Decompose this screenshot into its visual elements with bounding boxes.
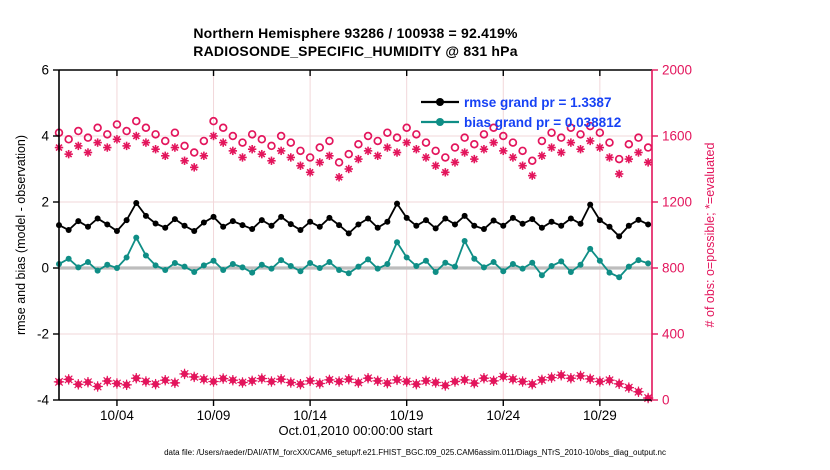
left-tick-label: -4 <box>37 393 49 408</box>
x-tick-label: 10/24 <box>486 408 520 423</box>
legend-row-rmse: rmse grand pr = 1.3387 <box>420 92 621 112</box>
x-axis-label: Oct.01,2010 00:00:00 start <box>278 423 433 438</box>
left-axis-label: rmse and bias (model - observation) <box>14 134 28 336</box>
right-tick-label: 0 <box>662 393 670 408</box>
series-rmse <box>56 199 652 240</box>
chart-title-block: Northern Hemisphere 93286 / 100938 = 92.… <box>59 24 652 60</box>
x-tick-label: 10/14 <box>293 408 327 423</box>
right-tick-label: 400 <box>662 327 685 342</box>
right-tick-label: 2000 <box>662 63 692 78</box>
left-tick-label: 2 <box>41 195 49 210</box>
axis-ticks-and-labels: 10/04 10/09 10/14 10/19 10/24 10/29 -4 -2 0 2 4 6 0 4… <box>37 63 692 424</box>
series-evaluated <box>54 131 653 182</box>
series-bottom_count <box>53 368 654 404</box>
data-file-caption: data file: /Users/raeder/DAI/ATM_forcXX/… <box>164 448 666 457</box>
x-tick-label: 10/09 <box>197 408 231 423</box>
legend-row-bias: bias grand pr = 0.038812 <box>420 112 621 132</box>
chart-title-line1: Northern Hemisphere 93286 / 100938 = 92.… <box>193 25 518 41</box>
x-tick-label: 10/04 <box>100 408 134 423</box>
right-tick-label: 1600 <box>662 129 692 144</box>
right-axis-label: # of obs: o=possible; *=evaluated <box>703 142 717 328</box>
right-tick-label: 1200 <box>662 195 692 210</box>
left-tick-label: 4 <box>41 129 49 144</box>
series-bias <box>56 234 652 281</box>
legend-label-bias: bias grand pr = 0.038812 <box>464 114 622 130</box>
legend-label-rmse: rmse grand pr = 1.3387 <box>464 94 612 110</box>
chart-legend: rmse grand pr = 1.3387 bias grand pr = 0… <box>420 92 621 132</box>
chart-title-line2: RADIOSONDE_SPECIFIC_HUMIDITY @ 831 hPa <box>193 43 518 59</box>
x-tick-label: 10/29 <box>583 408 617 423</box>
right-tick-label: 800 <box>662 261 685 276</box>
left-tick-label: 0 <box>41 261 49 276</box>
left-tick-label: 6 <box>41 63 49 78</box>
left-tick-label: -2 <box>37 327 49 342</box>
bias-line-swatch-icon <box>421 118 459 126</box>
x-tick-label: 10/19 <box>390 408 424 423</box>
axes-frame <box>58 69 653 401</box>
rmse-line-swatch-icon <box>421 98 459 106</box>
